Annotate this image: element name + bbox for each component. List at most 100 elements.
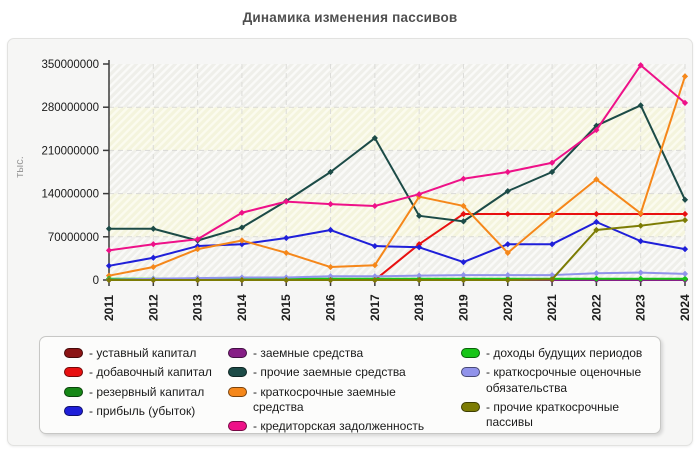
data-point — [504, 249, 511, 256]
legend-item-8: - доходы будущих периодов — [461, 346, 654, 361]
data-point — [548, 241, 556, 248]
data-point — [637, 238, 644, 245]
series-line-5 — [108, 104, 686, 242]
legend-column-1: - уставный капитал - добавочный капитал - … — [64, 346, 228, 429]
legend-item-4: - заемные средства — [228, 346, 461, 361]
series-line-3 — [108, 220, 686, 267]
legend-label: - прочие краткосрочные пассивы — [486, 400, 620, 430]
data-point — [460, 210, 467, 218]
plot-band — [109, 150, 685, 194]
legend-column-2: - заемные средства - прочие заемные средс… — [228, 346, 461, 433]
data-point — [105, 276, 113, 284]
x-tick-label: 2020 — [501, 294, 515, 321]
legend-item-0: - уставный капитал — [64, 346, 228, 361]
legend-swatch — [64, 406, 83, 417]
data-point — [681, 99, 689, 106]
plot-band — [109, 107, 685, 151]
data-point — [283, 276, 290, 284]
series-markers-10 — [105, 217, 689, 284]
data-point — [548, 212, 556, 219]
series-line-10 — [108, 219, 686, 281]
legend-swatch — [64, 348, 83, 358]
legend-item-5: - прочие заемные средства — [228, 365, 461, 380]
data-point — [194, 236, 201, 243]
legend-swatch — [228, 421, 247, 432]
data-point — [150, 225, 157, 232]
data-point — [283, 234, 290, 242]
data-point — [327, 276, 334, 284]
plot-series — [105, 62, 689, 284]
data-point — [460, 202, 467, 210]
data-point — [681, 210, 689, 218]
y-tick-label: 140000000 — [41, 189, 99, 201]
data-point — [593, 126, 600, 134]
legend-swatch — [461, 367, 480, 378]
data-point — [504, 276, 511, 284]
legend-swatch — [228, 367, 247, 378]
data-point — [283, 249, 290, 256]
legend-label: - кредиторская задолженность — [253, 419, 425, 434]
data-point — [150, 276, 157, 284]
legend-label: - прибыль (убыток) — [89, 404, 196, 419]
series-line-7 — [108, 64, 686, 252]
legend-swatch — [228, 348, 247, 358]
x-tick-label: 2017 — [368, 294, 382, 321]
series-markers-7 — [105, 62, 689, 254]
data-point — [238, 276, 246, 284]
x-tick-label: 2018 — [412, 294, 426, 321]
data-point — [238, 241, 246, 248]
data-point — [460, 218, 467, 225]
data-point — [238, 209, 246, 216]
data-point — [327, 168, 334, 176]
data-point — [105, 262, 113, 269]
legend-label: - добавочный капитал — [89, 365, 212, 380]
legend-item-1: - добавочный капитал — [64, 365, 228, 380]
x-tick-label: 2014 — [235, 294, 249, 321]
data-point — [637, 210, 644, 217]
data-point — [105, 247, 113, 254]
data-point — [504, 271, 511, 279]
legend-label: - краткосрочные заемные средства — [253, 384, 396, 415]
plot-axis-labels: 0 70000000 140000000 210000000 280000000 3500… — [14, 59, 692, 321]
data-point — [637, 269, 644, 276]
data-point — [504, 210, 511, 218]
data-point — [637, 62, 644, 69]
series-line-6 — [108, 75, 686, 277]
data-point — [504, 241, 511, 248]
data-point — [681, 196, 689, 203]
x-tick-label: 2022 — [589, 294, 603, 321]
legend-swatch — [64, 386, 83, 397]
legend-swatch — [228, 386, 247, 397]
data-point — [681, 73, 689, 80]
y-tick-label: 210000000 — [41, 145, 99, 157]
plot-band — [109, 64, 685, 108]
data-point — [371, 134, 378, 142]
data-point — [371, 276, 378, 284]
x-tick-label: 2016 — [324, 294, 338, 321]
data-point — [327, 200, 334, 208]
legend-item-9: - краткосрочные оценочные обязательства — [461, 365, 654, 396]
series-line-9 — [108, 271, 686, 281]
data-point — [416, 244, 423, 251]
legend-label: - краткосрочные оценочные обязательства — [486, 365, 642, 395]
data-point — [593, 210, 600, 218]
data-point — [283, 198, 290, 205]
data-point — [105, 225, 113, 232]
x-tick-label: 2024 — [678, 294, 692, 321]
data-point — [460, 271, 467, 279]
y-tick-label: 70000000 — [48, 232, 99, 244]
x-tick-label: 2021 — [545, 294, 559, 321]
legend-swatch — [461, 402, 480, 413]
y-axis-title: тыс. — [14, 156, 26, 178]
data-point — [371, 202, 378, 210]
legend-swatch — [461, 348, 480, 358]
data-point — [593, 270, 600, 277]
y-tick-label: 0 — [93, 275, 99, 287]
data-point — [548, 168, 556, 176]
data-point — [637, 222, 644, 229]
liabilities-line-chart: 0 70000000 140000000 210000000 280000000 3500… — [14, 59, 692, 321]
x-tick-label: 2011 — [102, 295, 116, 321]
y-tick-label: 280000000 — [41, 102, 99, 114]
data-point — [416, 272, 423, 279]
legend-swatch — [64, 367, 83, 378]
